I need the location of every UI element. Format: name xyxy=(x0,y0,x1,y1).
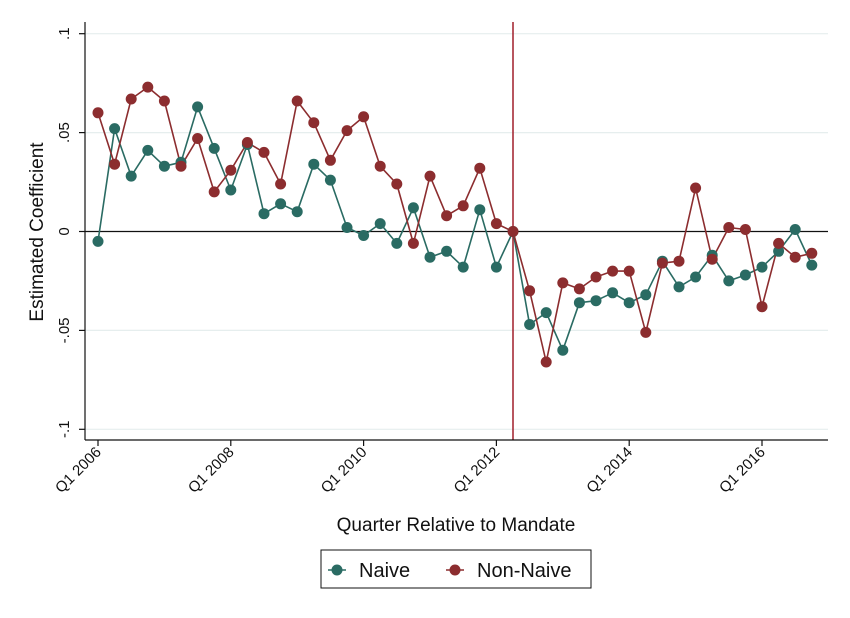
data-point-non-naive xyxy=(341,125,353,137)
data-point-naive xyxy=(225,184,237,196)
data-point-naive xyxy=(457,261,469,273)
data-point-non-naive xyxy=(308,117,320,129)
data-point-non-naive xyxy=(756,301,768,313)
data-point-naive xyxy=(490,261,502,273)
data-point-naive xyxy=(208,142,220,154)
data-point-naive xyxy=(524,319,536,330)
data-point-non-naive xyxy=(789,251,801,263)
data-point-naive xyxy=(573,297,585,309)
data-point-non-naive xyxy=(358,111,370,123)
data-point-non-naive xyxy=(773,237,785,249)
legend-naive-marker xyxy=(331,564,343,576)
data-point-non-naive xyxy=(640,326,652,338)
data-point-non-naive xyxy=(656,257,668,269)
data-point-non-naive xyxy=(109,158,121,170)
data-point-non-naive xyxy=(623,265,635,277)
data-point-non-naive xyxy=(590,271,602,283)
data-point-naive xyxy=(92,235,104,247)
data-point-non-naive xyxy=(540,356,552,368)
data-point-naive xyxy=(673,281,685,293)
data-point-non-naive xyxy=(324,154,336,166)
legend: Naive Non-Naive xyxy=(320,549,592,589)
data-point-non-naive xyxy=(524,285,536,297)
data-point-non-naive xyxy=(706,253,718,265)
data-point-non-naive xyxy=(158,95,170,107)
data-point-naive xyxy=(640,289,652,301)
data-point-naive xyxy=(358,230,370,241)
grid-lines xyxy=(85,33,828,430)
data-point-non-naive xyxy=(739,224,751,235)
data-point-non-naive xyxy=(225,164,237,176)
series xyxy=(92,81,818,368)
y-tick-label: -.05 xyxy=(56,317,73,343)
data-point-non-naive xyxy=(607,265,619,277)
data-point-naive xyxy=(739,269,751,281)
data-point-naive xyxy=(474,204,486,216)
data-point-naive xyxy=(258,208,270,220)
data-point-non-naive xyxy=(690,182,702,194)
data-point-non-naive xyxy=(258,146,270,158)
data-point-non-naive xyxy=(241,137,253,148)
data-point-naive xyxy=(275,198,287,210)
data-point-naive xyxy=(291,206,303,218)
data-point-non-naive xyxy=(407,237,419,249)
data-point-non-naive xyxy=(125,93,137,105)
data-point-non-naive xyxy=(175,160,187,172)
legend-non-naive-label: Non-Naive xyxy=(477,560,571,582)
data-point-non-naive xyxy=(291,95,303,107)
data-point-naive xyxy=(125,170,137,182)
data-point-non-naive xyxy=(557,277,569,289)
data-point-naive xyxy=(424,251,436,263)
data-point-naive xyxy=(540,307,552,319)
data-point-non-naive xyxy=(507,226,519,237)
data-point-non-naive xyxy=(374,160,386,172)
data-point-non-naive xyxy=(92,107,104,119)
data-point-naive xyxy=(557,344,569,356)
data-point-naive xyxy=(441,245,453,257)
data-point-non-naive xyxy=(573,283,585,295)
data-point-naive xyxy=(142,144,154,156)
data-point-non-naive xyxy=(275,178,287,190)
data-point-naive xyxy=(341,222,353,233)
data-point-naive xyxy=(192,101,204,113)
data-point-non-naive xyxy=(192,133,204,144)
data-point-non-naive xyxy=(391,178,403,190)
y-tick-label: .05 xyxy=(56,122,73,143)
data-point-naive xyxy=(806,259,818,271)
data-point-naive xyxy=(773,245,785,257)
data-point-naive xyxy=(407,202,419,214)
data-point-non-naive xyxy=(457,200,469,212)
data-point-naive xyxy=(623,297,635,309)
data-point-naive xyxy=(756,261,768,273)
data-point-naive xyxy=(109,123,121,135)
y-tick-label: .1 xyxy=(56,27,73,40)
data-point-non-naive xyxy=(474,162,486,174)
data-point-naive xyxy=(374,218,386,230)
data-point-naive xyxy=(607,287,619,299)
data-point-non-naive xyxy=(142,81,154,93)
data-point-naive xyxy=(723,275,735,287)
y-axis-title: Estimated Coefficient xyxy=(27,142,48,322)
data-point-naive xyxy=(690,271,702,283)
data-point-non-naive xyxy=(441,210,453,222)
y-tick-label: 0 xyxy=(56,227,73,235)
data-point-non-naive xyxy=(806,247,818,259)
x-axis-title: Quarter Relative to Mandate xyxy=(337,515,576,536)
data-point-non-naive xyxy=(673,255,685,267)
data-point-naive xyxy=(789,224,801,235)
data-point-naive xyxy=(308,158,320,170)
data-point-naive xyxy=(324,174,336,186)
data-point-non-naive xyxy=(723,222,735,233)
data-point-non-naive xyxy=(490,218,502,230)
data-point-non-naive xyxy=(208,186,220,198)
data-point-naive xyxy=(590,295,602,307)
data-point-non-naive xyxy=(424,170,436,182)
data-point-naive xyxy=(158,160,170,172)
legend-non-naive-marker xyxy=(449,564,461,576)
y-tick-label: -.1 xyxy=(56,421,73,439)
legend-naive-label: Naive xyxy=(359,560,410,582)
data-point-naive xyxy=(391,237,403,249)
